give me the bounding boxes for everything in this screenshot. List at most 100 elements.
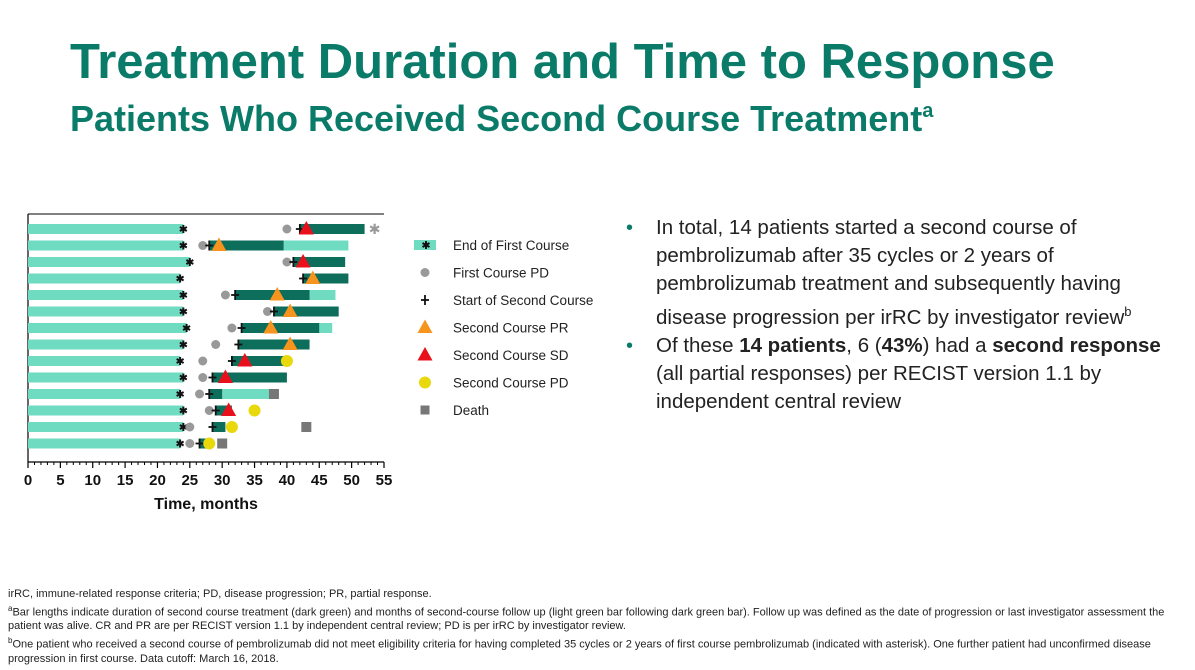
- followup-bar: [222, 389, 271, 399]
- x-tick-label: 25: [181, 472, 198, 489]
- second-course-bar: [303, 273, 349, 284]
- first-course-bar: [28, 306, 184, 317]
- start-second-course-marker: [299, 273, 308, 284]
- x-tick-label: 55: [376, 472, 393, 489]
- start-second-course-marker: [211, 405, 220, 416]
- first-course-bar: [28, 240, 184, 251]
- start-second-course-marker: [205, 389, 214, 399]
- footnote-b: bOne patient who received a second cours…: [8, 634, 1188, 666]
- bullet-list: • In total, 14 patients started a second …: [626, 214, 1166, 416]
- end-first-course-marker: [179, 291, 188, 299]
- patient-row-14: [28, 437, 228, 450]
- x-tick-label: 40: [279, 472, 296, 489]
- subtitle-footnote-mark: a: [922, 100, 934, 122]
- bullet-text: 43%: [881, 333, 923, 357]
- legend-item: Second Course PR: [417, 319, 569, 336]
- second-course-bar: [231, 356, 284, 366]
- second-course-bar: [241, 323, 320, 333]
- bullet-footnote-mark: b: [1124, 304, 1132, 319]
- bullet-dot-icon: •: [626, 334, 634, 357]
- first-course-pd-marker: [262, 307, 272, 316]
- first-course-pd-marker: [282, 257, 292, 267]
- bullet-item: • In total, 14 patients started a second …: [626, 214, 1166, 332]
- start-second-course-marker: [208, 372, 217, 383]
- first-course-pd-marker: [211, 340, 221, 349]
- second-course-pd-marker: [203, 437, 216, 450]
- second-course-pr-marker: [211, 237, 227, 251]
- first-course-bar: [28, 389, 181, 399]
- patient-row-11: [28, 389, 279, 399]
- legend-label: Death: [453, 403, 489, 418]
- first-course-pd-marker: [198, 373, 208, 382]
- start-second-course-marker: [208, 422, 217, 432]
- end-first-course-marker: [179, 241, 188, 250]
- second-course-sd-marker: [295, 254, 311, 268]
- second-course-bar: [299, 224, 365, 234]
- second-course-pr-marker: [282, 336, 298, 350]
- legend-death-icon: [420, 405, 430, 415]
- patient-row-12: [28, 402, 261, 417]
- bullet-text: (all partial responses) per RECIST versi…: [656, 361, 1102, 413]
- first-course-bar: [28, 438, 181, 449]
- second-course-pd-marker: [280, 355, 293, 367]
- x-axis-label: Time, months: [154, 496, 258, 513]
- x-tick-label: 50: [343, 472, 360, 489]
- bullet-text: second response: [992, 333, 1161, 357]
- second-course-bar: [293, 257, 346, 267]
- second-course-bar: [209, 389, 223, 399]
- legend-second-sd-icon: [417, 347, 433, 361]
- legend-label: First Course PD: [453, 266, 549, 281]
- end-first-course-marker: [176, 390, 185, 398]
- second-course-pd-marker: [225, 421, 238, 433]
- footnotes: irRC, immune-related response criteria; …: [8, 588, 1188, 666]
- second-course-bar: [212, 422, 226, 432]
- second-course-bar: [273, 306, 339, 317]
- footnote-a: aBar lengths indicate duration of second…: [8, 602, 1188, 634]
- legend-second-pd-icon: [419, 376, 431, 389]
- bullet-text: , 6 (: [846, 333, 882, 357]
- second-course-pd-marker: [248, 404, 261, 417]
- x-tick-label: 15: [117, 472, 134, 489]
- legend-item: Start of Second Course: [421, 293, 593, 308]
- followup-bar: [309, 290, 336, 300]
- x-tick-label: 45: [311, 472, 328, 489]
- footnote-a-mark: a: [8, 603, 13, 613]
- asterisk-icon: ✱: [369, 221, 381, 237]
- footnote-abbreviations: irRC, immune-related response criteria; …: [8, 588, 432, 600]
- end-first-course-marker: [179, 406, 188, 415]
- end-first-course-marker: [176, 274, 185, 283]
- patient-row-2: [28, 237, 349, 251]
- start-second-course-marker: [205, 240, 214, 251]
- second-course-bar: [209, 240, 284, 251]
- page-subtitle: Patients Who Received Second Course Trea…: [70, 90, 933, 140]
- second-course-sd-marker: [221, 402, 237, 416]
- followup-bar: [283, 240, 349, 251]
- legend-item: Second Course SD: [417, 347, 569, 363]
- legend-second-pr-icon: [417, 319, 433, 333]
- legend-label: Start of Second Course: [453, 293, 593, 308]
- first-course-pd-marker: [204, 406, 214, 415]
- first-course-bar: [28, 356, 181, 366]
- footnote-a-text: Bar lengths indicate duration of second …: [8, 606, 1165, 633]
- start-second-course-marker: [227, 356, 236, 366]
- first-course-pd-marker: [185, 439, 195, 448]
- end-first-course-marker: [179, 307, 188, 316]
- first-course-pd-marker: [185, 422, 195, 432]
- first-course-bar: [28, 422, 184, 432]
- second-course-pr-marker: [305, 270, 321, 284]
- start-second-course-marker: [237, 323, 246, 333]
- start-second-course-marker: [231, 290, 240, 300]
- bullet-text: In total, 14 patients started a second c…: [656, 216, 1125, 329]
- legend-label: Second Course PR: [453, 321, 569, 336]
- second-course-bar: [212, 372, 287, 383]
- first-course-bar: [28, 339, 184, 350]
- x-tick-label: 20: [149, 472, 166, 489]
- x-tick-label: 35: [246, 472, 263, 489]
- second-course-sd-marker: [237, 353, 253, 367]
- first-course-bar: [28, 257, 190, 267]
- patient-row-1: ✱: [28, 221, 380, 237]
- footnote-b-text: One patient who received a second course…: [8, 638, 1151, 665]
- start-second-course-marker: [289, 257, 298, 267]
- patient-row-10: [28, 369, 287, 383]
- legend-item: First Course PD: [420, 266, 549, 281]
